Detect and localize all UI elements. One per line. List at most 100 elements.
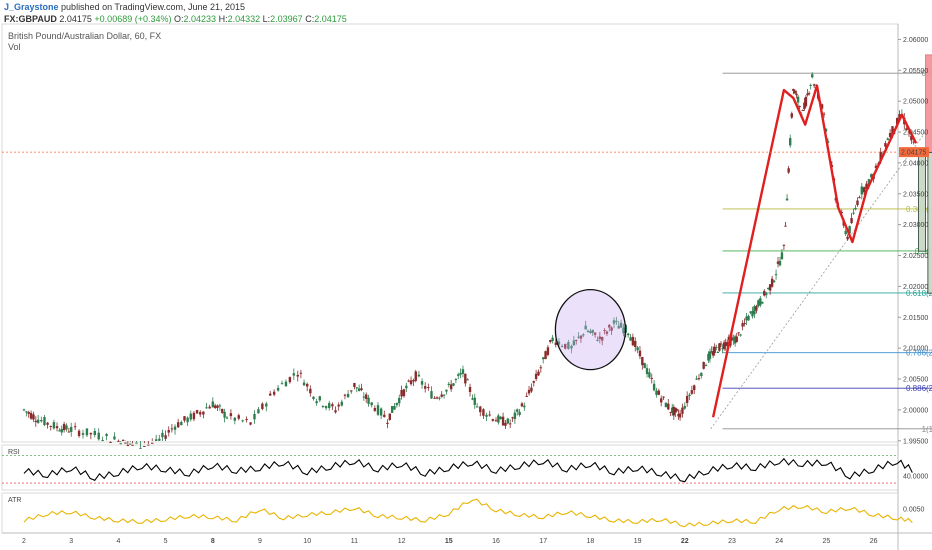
candle-body [237,415,240,419]
publish-line: J_Graystone published on TradingView.com… [4,2,245,12]
candle-body [81,433,85,435]
candle-body [360,388,363,390]
candle-body [488,414,491,416]
candle-body [567,342,570,349]
candle-body [745,316,748,321]
candle-body [645,368,649,375]
candle-body [532,381,535,383]
candle-body [546,347,550,355]
candle-body [302,382,306,386]
chart-header: J_Graystone published on TradingView.com… [0,0,932,52]
pattern-line [711,84,918,418]
candle-body [662,396,665,398]
candle-body [669,411,672,413]
candle-body [858,197,861,199]
price-tick-label: 2.03000 [903,222,928,229]
candle-body [695,378,698,380]
candle-body [435,397,439,399]
candle-body [518,411,521,416]
candle-body [221,408,224,413]
candle-body [121,439,125,441]
candle-body [693,385,696,391]
candle-body [527,389,531,394]
time-tick-label: 22 [681,538,689,545]
candle-body [386,422,389,424]
candle-body [461,369,465,374]
candle-body [208,406,211,409]
candle-body [154,439,158,441]
candle-body [62,423,66,431]
candle-body [850,218,853,224]
candle-body [601,337,604,341]
candle-body [433,397,436,399]
candle-body [355,387,358,389]
candle-body [865,183,868,190]
symbol-label: FX:GBPAUD [4,14,57,24]
candle-body [233,417,237,421]
candle-body [650,378,653,380]
candle-body [412,380,415,382]
published-text: published on TradingView.com, June 21, 2… [61,2,246,12]
atr-title: ATR [8,497,21,504]
candle-body [807,93,811,95]
candle-body [704,365,708,367]
candle-body [648,372,651,378]
candle-body [143,445,146,447]
candle-body [854,207,857,210]
candle-body [589,331,592,333]
candle-body [757,300,760,307]
candle-body [525,395,528,397]
price-tick-label: 2.02000 [903,284,928,291]
candle-body [608,324,611,328]
candle-body [318,396,321,401]
candle-body [199,412,202,415]
candle-body [586,330,590,332]
candle-body [365,394,368,399]
price-tick-label: 2.05000 [903,99,928,106]
candle-body [508,423,512,425]
candle-body [195,410,199,414]
candle-body [299,372,303,374]
candle-body [721,348,724,350]
fib-level-label: 0.786(2.00927) [906,349,932,358]
candle-body [459,372,462,375]
candle-body [454,379,458,381]
time-tick-label: 11 [351,538,358,545]
candle-body [52,422,56,429]
time-axis[interactable]: 2 3 4 5 8 9 10 11 12 15 16 17 18 19 22 23 24 25 26 [22,538,878,545]
candle-body [34,420,37,423]
candle-body [584,325,587,330]
candle-body [49,425,52,427]
candle-body [280,383,284,385]
candle-body [97,432,100,440]
high-label: H: [218,14,228,24]
candle-body [309,388,312,394]
candle-body [139,447,142,449]
candle-body [119,443,122,445]
candle-body [683,406,686,409]
candle-body [151,442,154,444]
candle-body [211,401,214,408]
candle-body [770,278,774,287]
price-tick-label: 2.01000 [903,346,928,353]
candle-body [506,418,509,424]
candle-body [891,126,894,135]
price-tick-label: 2.03500 [903,191,928,198]
candle-body [660,398,663,403]
time-tick-label: 15 [445,538,453,545]
candle-body [306,383,309,387]
candle-body [655,390,658,395]
candle-body [722,342,726,349]
author-link[interactable]: J_Graystone [4,2,59,12]
candle-body [905,128,908,131]
candle-body [189,413,192,420]
candle-body [164,435,167,439]
candle-body [622,327,625,334]
candle-body [494,420,498,422]
price-axis[interactable]: 2.06000 2.05500 2.05000 2.04500 2.04000 2.035… [898,37,928,445]
candle-body [572,340,576,346]
candle-body [67,431,71,433]
candle-body [822,113,826,115]
candle-body [499,416,502,420]
